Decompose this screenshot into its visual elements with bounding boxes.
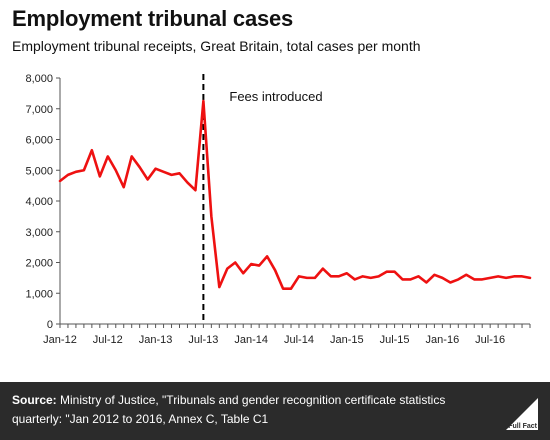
annotation-label: Fees introduced xyxy=(229,89,322,104)
x-tick-label: Jan-12 xyxy=(43,334,77,346)
source-citation: Ministry of Justice, "Tribunals and gend… xyxy=(12,393,446,426)
y-tick-label: 3,000 xyxy=(25,227,53,239)
y-tick-label: 4,000 xyxy=(25,196,53,208)
y-tick-label: 7,000 xyxy=(25,104,53,116)
x-tick-label: Jan-13 xyxy=(139,334,173,346)
logo-triangle xyxy=(506,398,538,430)
line-chart: 0 1,000 2,000 3,000 4,000 5,000 6,000 7,000 8,00… xyxy=(25,73,532,346)
y-tick-label: 2,000 xyxy=(25,258,53,270)
y-tick-label: 6,000 xyxy=(25,135,53,147)
x-tick-label: Jan-16 xyxy=(426,334,460,346)
chart-title: Employment tribunal cases xyxy=(12,6,294,31)
y-tick-label: 8,000 xyxy=(25,73,53,85)
source-text: Source: Ministry of Justice, "Tribunals … xyxy=(12,391,482,429)
x-tick-label: Jan-15 xyxy=(330,334,364,346)
series-line xyxy=(58,99,532,290)
y-tick-label: 0 xyxy=(47,319,53,331)
x-tick-label: Jul-12 xyxy=(93,334,123,346)
source-label: Source: xyxy=(12,393,57,407)
x-tick-label: Jul-15 xyxy=(380,334,410,346)
x-tick-label: Jul-13 xyxy=(188,334,218,346)
source-footer: Source: Ministry of Justice, "Tribunals … xyxy=(0,382,550,440)
y-tick-label: 5,000 xyxy=(25,165,53,177)
x-tick-label: Jul-16 xyxy=(475,334,505,346)
x-tick-label: Jul-14 xyxy=(284,334,314,346)
full-fact-logo: Full Fact xyxy=(506,398,538,430)
x-tick-label: Jan-14 xyxy=(234,334,268,346)
y-tick-label: 1,000 xyxy=(25,288,53,300)
chart-subtitle: Employment tribunal receipts, Great Brit… xyxy=(12,38,421,54)
logo-text: Full Fact xyxy=(508,423,537,430)
